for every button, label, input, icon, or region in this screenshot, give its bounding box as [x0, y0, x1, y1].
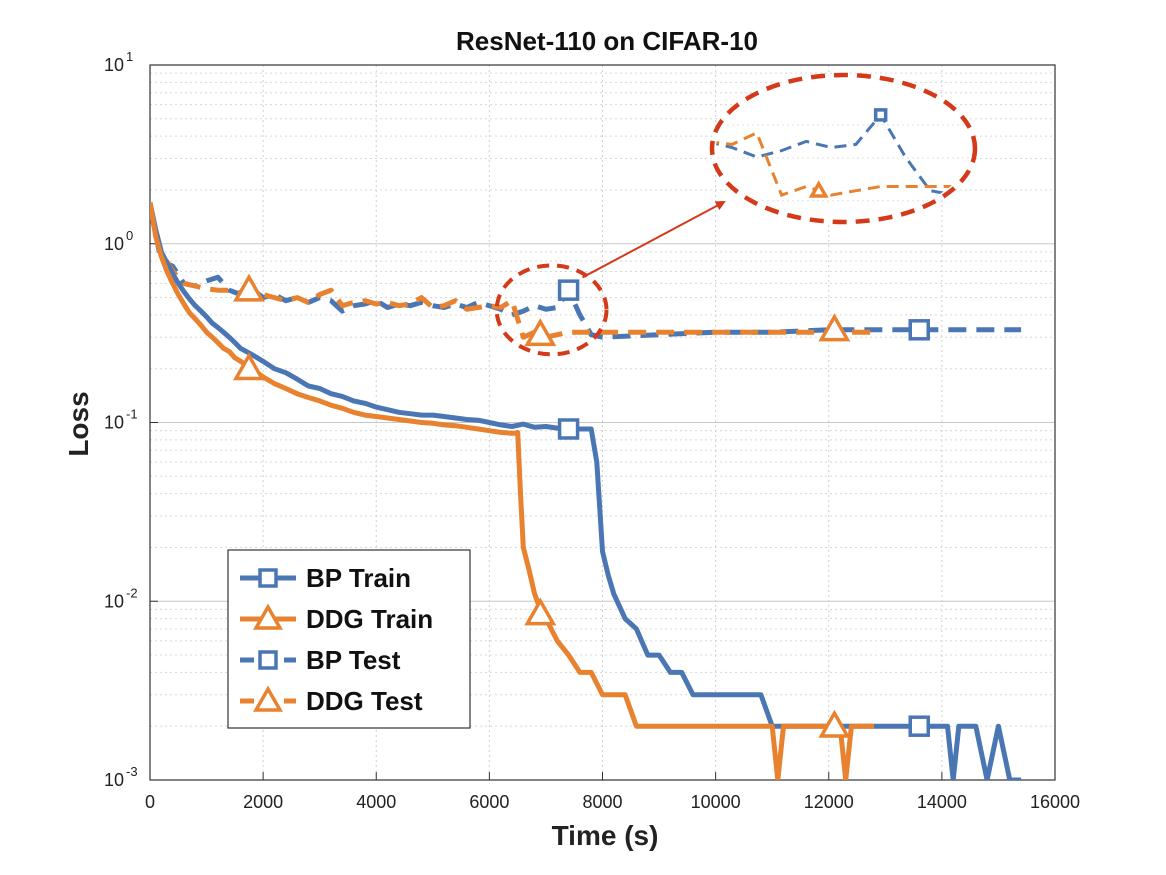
x-tick-label: 8000	[582, 792, 622, 812]
series-marker	[232, 352, 265, 381]
legend-label: BP Train	[306, 563, 411, 593]
x-tick-label: 2000	[243, 792, 283, 812]
y-tick-label: 10	[104, 770, 124, 790]
axes: 10 110 010 -110 -210 -30 2000 4000 6000 8000 10000…	[104, 49, 1080, 812]
legend-swatch-marker	[258, 650, 278, 670]
callout-large-ellipse	[709, 72, 978, 225]
callout-small-ellipse	[494, 263, 609, 357]
plot-frame	[149, 64, 1056, 781]
legend-swatch-marker	[252, 685, 284, 712]
legend-swatch-marker	[258, 568, 278, 588]
series-marker	[818, 709, 851, 738]
x-tick-label: 12000	[804, 792, 854, 812]
x-tick-label: 10000	[691, 792, 741, 812]
series-marker	[524, 597, 557, 626]
series-marker	[232, 273, 265, 302]
y-axis-label: Loss	[63, 391, 94, 456]
legend-label: BP Test	[306, 645, 401, 675]
x-tick-label: 16000	[1030, 792, 1080, 812]
x-tick-label: 0	[145, 792, 155, 812]
y-tick-label: 10	[104, 55, 124, 75]
x-axis-label: Time (s)	[552, 820, 659, 851]
series-layer	[150, 202, 1022, 780]
legend: BP Train DDG Train BP Test DDG Test	[227, 549, 471, 729]
series-marker	[818, 313, 851, 342]
y-tick-label: 10	[104, 591, 124, 611]
inset-marker	[808, 180, 829, 198]
series-marker	[908, 715, 930, 737]
series-marker	[524, 318, 557, 347]
series-ddg-train	[150, 202, 874, 780]
series-marker	[908, 319, 930, 341]
callout-inset	[712, 75, 975, 222]
legend-swatch-marker	[252, 603, 284, 630]
legend-label: DDG Test	[306, 686, 423, 716]
y-tick-exponent: -1	[126, 407, 138, 422]
inset-content	[716, 108, 971, 202]
inset-series-line	[716, 130, 955, 197]
x-tick-label: 6000	[469, 792, 509, 812]
y-tick-label: 10	[104, 413, 124, 433]
y-tick-exponent: 0	[126, 228, 133, 243]
inset-series-line	[716, 112, 956, 197]
y-tick-label: 10	[104, 234, 124, 254]
x-tick-label: 14000	[917, 792, 967, 812]
x-tick-label: 4000	[356, 792, 396, 812]
series-line	[150, 202, 874, 780]
zoom-callout	[494, 72, 978, 357]
series-line	[150, 206, 874, 340]
series-marker	[557, 418, 580, 440]
inset-marker	[873, 108, 888, 122]
legend-label: DDG Train	[306, 604, 433, 634]
series-ddg-test	[150, 206, 874, 347]
series-bp-train	[150, 202, 1022, 780]
y-tick-exponent: -3	[126, 764, 138, 779]
chart-title: ResNet-110 on CIFAR-10	[456, 26, 758, 56]
callout-arrow	[582, 201, 726, 279]
y-tick-exponent: -2	[126, 585, 138, 600]
y-tick-exponent: 1	[126, 49, 133, 64]
series-marker	[557, 279, 580, 301]
